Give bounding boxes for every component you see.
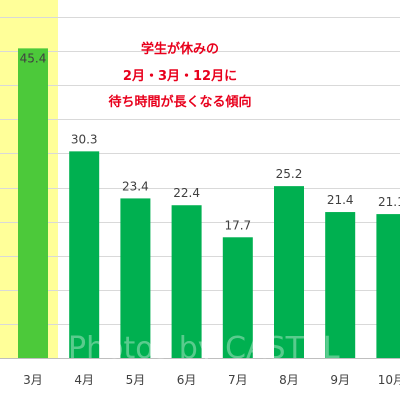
data-label: 21.4 [327,193,354,207]
data-label: 30.3 [71,132,98,146]
category-label: 9月 [330,373,350,387]
bar-6月 [171,205,202,358]
annotation-line-2: 2月・3月・12月に [123,69,237,84]
annotation-line-1: 学生が休みの [141,41,219,57]
bar-10月 [376,214,400,358]
bar-9月 [325,212,356,358]
bar-3月 [18,48,48,358]
category-label: 3月 [23,373,43,387]
data-label: 22.4 [173,186,200,200]
data-label: 25.2 [276,167,303,181]
annotation-line-3: 待ち時間が長くなる傾向 [107,94,251,110]
data-label: 23.4 [122,179,149,193]
data-label: 21.1 [378,195,400,209]
annotation: 学生が休みの 2月・3月・12月に 待ち時間が長くなる傾向 [107,41,251,110]
category-label: 7月 [228,373,248,387]
bar-8月 [274,186,304,358]
category-label: 4月 [74,373,94,387]
data-label: 45.4 [20,51,47,65]
category-label: 8月 [279,373,299,387]
watermark: Photos by CASTEL [68,331,340,366]
category-label: 10月 [378,373,400,387]
data-label: 17.7 [224,218,251,232]
bar-5月 [120,198,151,358]
bar-7月 [222,237,253,358]
category-label: 6月 [177,373,197,387]
category-label: 5月 [126,373,146,387]
bar-4月 [69,151,100,358]
